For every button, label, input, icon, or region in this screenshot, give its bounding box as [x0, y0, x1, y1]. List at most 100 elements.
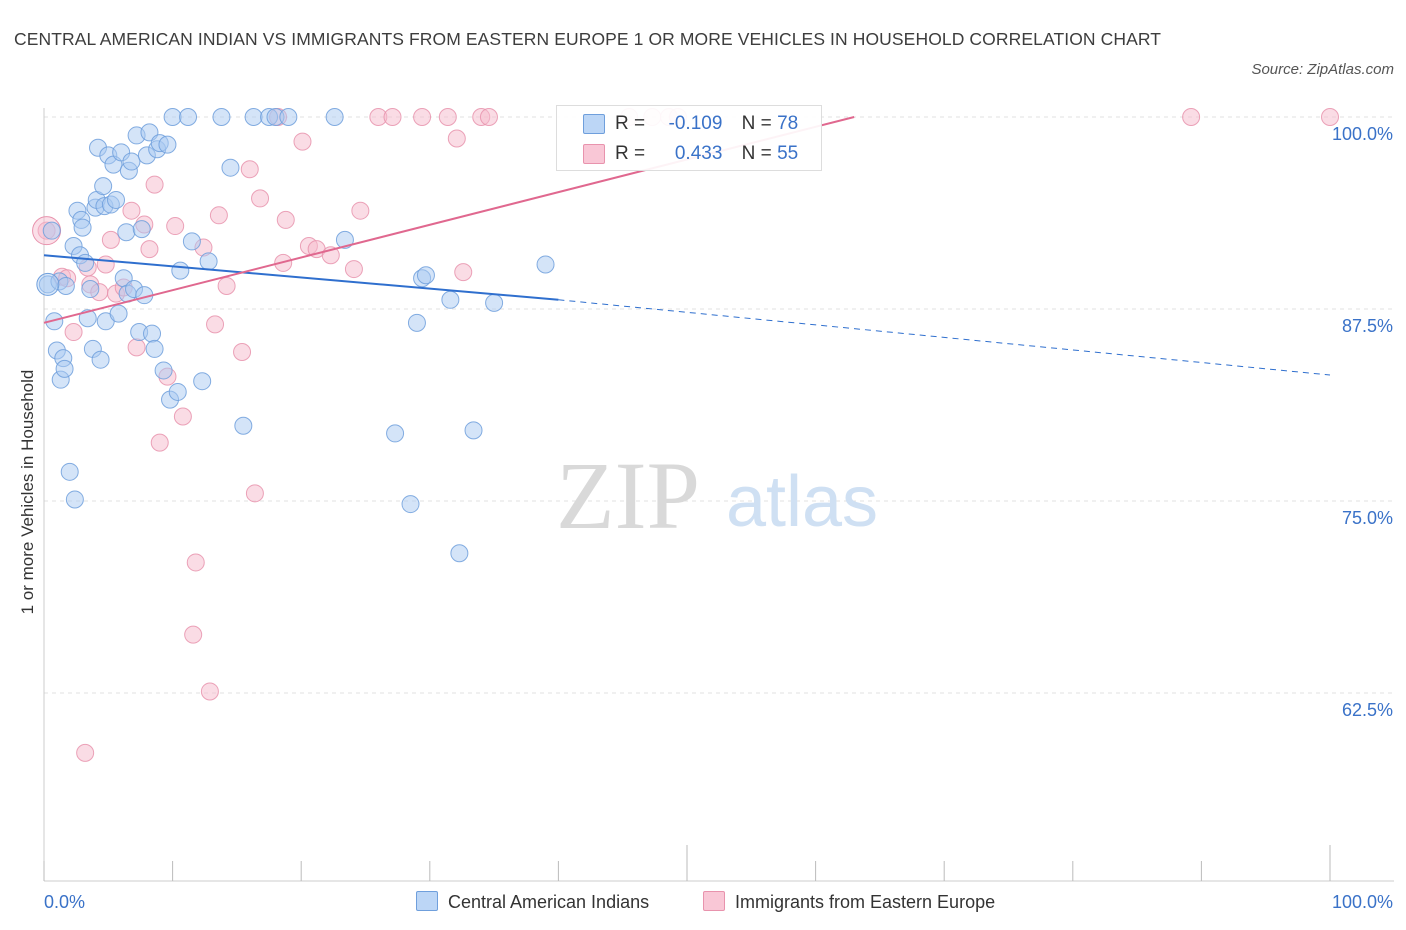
- blue-data-point: [60, 462, 79, 481]
- pink-data-point: [240, 160, 259, 179]
- series-legend: Central American Indians Immigrants from…: [0, 889, 1406, 915]
- blue-data-point: [171, 261, 190, 280]
- pink-data-point: [344, 260, 363, 279]
- pink-data-point: [1182, 108, 1201, 126]
- blue-data-point: [536, 255, 555, 274]
- blue-data-point: [325, 108, 344, 126]
- legend-label-blue: Central American Indians: [448, 892, 650, 912]
- pink-data-point: [173, 407, 192, 426]
- blue-data-point: [407, 313, 426, 332]
- y-tick-label: 62.5%: [1342, 700, 1393, 720]
- blue-data-point: [78, 309, 97, 328]
- blue-data-point: [109, 304, 128, 323]
- n-label: N =: [741, 113, 772, 134]
- blue-data-point: [122, 152, 141, 171]
- watermark-atlas: atlas: [726, 462, 878, 542]
- blue-data-point: [91, 350, 110, 369]
- pink-data-point: [140, 240, 159, 259]
- blue-data-point: [485, 293, 504, 312]
- y-tick-label: 75.0%: [1342, 508, 1393, 528]
- pink-data-point: [447, 129, 466, 148]
- pink-data-point: [96, 255, 115, 274]
- x-tick-labels: 0.0% 100.0%: [44, 892, 1393, 912]
- blue-trend-line: [43, 254, 559, 301]
- pink-data-point: [101, 230, 120, 249]
- blue-data-point: [450, 544, 469, 563]
- pink-data-point: [251, 189, 270, 208]
- r-label: R =: [615, 113, 646, 134]
- r-value-pink: 0.433: [674, 143, 723, 164]
- pink-data-point: [245, 484, 264, 503]
- y-tick-labels: 100.0% 87.5% 75.0% 62.5%: [1332, 124, 1393, 720]
- pink-data-point: [166, 217, 185, 236]
- pink-data-point: [122, 201, 141, 220]
- blue-data-point: [145, 339, 164, 358]
- blue-data-point: [335, 230, 354, 249]
- pink-data-point: [76, 743, 95, 762]
- correlation-legend: R = -0.109 N = 78 R = 0.433 N = 55: [556, 105, 822, 171]
- blue-data-point: [193, 372, 212, 391]
- blue-data-point: [65, 490, 84, 509]
- pink-data-point: [206, 315, 225, 334]
- source-credit: Source: ZipAtlas.com: [1251, 61, 1394, 78]
- blue-data-point: [416, 266, 435, 285]
- pink-data-point: [438, 108, 457, 126]
- blue-data-point: [221, 158, 240, 177]
- blue-data-point: [168, 382, 187, 401]
- blue-trend-extension: [558, 299, 1331, 376]
- x-tick-label: 0.0%: [44, 892, 85, 912]
- blue-data-point: [81, 280, 100, 299]
- pink-data-point: [150, 433, 169, 452]
- pink-data-point: [184, 625, 203, 644]
- blue-data-point: [76, 253, 95, 272]
- r-value-blue: -0.109: [668, 113, 723, 134]
- blue-data-point: [441, 290, 460, 309]
- pink-data-point: [479, 108, 498, 126]
- legend-swatch-pink: [583, 144, 605, 164]
- pink-data-point: [1321, 108, 1339, 126]
- pink-data-point: [351, 201, 370, 220]
- blue-data-point: [401, 495, 420, 514]
- pink-data-point: [186, 553, 205, 572]
- pink-data-point: [145, 175, 164, 194]
- legend-swatch-blue: [583, 114, 605, 134]
- blue-data-point: [158, 135, 177, 154]
- chart-title: CENTRAL AMERICAN INDIAN VS IMMIGRANTS FR…: [14, 29, 1162, 49]
- blue-data-point: [94, 177, 113, 196]
- pink-data-point: [233, 343, 252, 362]
- pink-data-point: [217, 276, 236, 295]
- n-value-blue: 78: [777, 113, 799, 134]
- blue-data-point: [55, 359, 74, 378]
- blue-data-point: [73, 218, 92, 237]
- watermark: ZIP atlas: [556, 442, 878, 549]
- legend-swatch-pink: [703, 891, 725, 911]
- blue-data-point: [464, 421, 483, 440]
- legend-label-pink: Immigrants from Eastern Europe: [735, 892, 996, 912]
- blue-data-point: [143, 324, 162, 343]
- blue-data-point: [45, 312, 64, 331]
- blue-data-point: [132, 220, 151, 239]
- pink-data-point: [454, 263, 473, 282]
- pink-data-point: [209, 206, 228, 225]
- blue-data-point: [163, 108, 182, 126]
- pink-data-point: [293, 132, 312, 151]
- pink-data-point: [383, 108, 402, 126]
- pink-data-point: [276, 210, 295, 229]
- blue-data-point: [234, 416, 253, 435]
- blue-data-point: [244, 108, 263, 126]
- blue-data-point: [154, 361, 173, 380]
- pink-data-point: [413, 108, 432, 126]
- blue-data-point: [56, 276, 75, 295]
- blue-data-point: [212, 108, 231, 126]
- blue-data-point: [107, 190, 126, 209]
- y-tick-label: 87.5%: [1342, 316, 1393, 336]
- blue-data-point: [117, 223, 136, 242]
- x-tick-label: 100.0%: [1332, 892, 1393, 912]
- pink-data-point: [127, 338, 146, 357]
- blue-data-point: [179, 108, 198, 126]
- pink-series-points: [32, 108, 1339, 762]
- blue-data-point: [42, 221, 61, 240]
- blue-data-point: [182, 232, 201, 251]
- blue-data-point-large: [36, 272, 60, 296]
